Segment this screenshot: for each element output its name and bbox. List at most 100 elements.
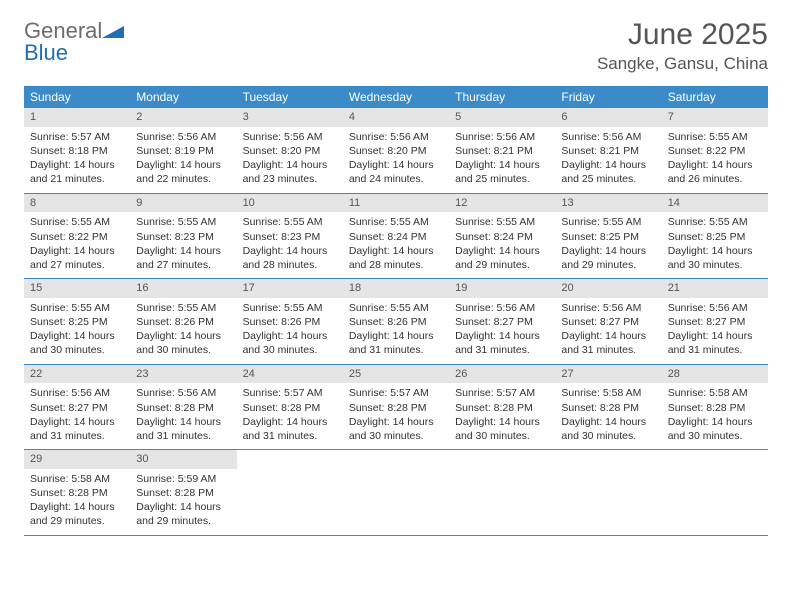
day-line: Sunrise: 5:57 AM <box>30 130 124 144</box>
day-line: Sunrise: 5:56 AM <box>349 130 443 144</box>
day-number: 13 <box>555 194 661 213</box>
day-body: Sunrise: 5:55 AMSunset: 8:23 PMDaylight:… <box>237 212 343 278</box>
day-number: 21 <box>662 279 768 298</box>
day-line: Daylight: 14 hours <box>668 158 762 172</box>
day-number: 20 <box>555 279 661 298</box>
day-number: 19 <box>449 279 555 298</box>
day-number: 22 <box>24 365 130 384</box>
calendar-day-cell: 22Sunrise: 5:56 AMSunset: 8:27 PMDayligh… <box>24 364 130 450</box>
logo-triangle-icon <box>102 20 124 42</box>
day-line: Sunrise: 5:55 AM <box>30 215 124 229</box>
day-header-saturday: Saturday <box>662 86 768 108</box>
day-body: Sunrise: 5:56 AMSunset: 8:19 PMDaylight:… <box>130 127 236 193</box>
day-body: Sunrise: 5:57 AMSunset: 8:28 PMDaylight:… <box>449 383 555 449</box>
day-line: and 24 minutes. <box>349 172 443 186</box>
day-line: and 27 minutes. <box>136 258 230 272</box>
day-body: Sunrise: 5:56 AMSunset: 8:27 PMDaylight:… <box>555 298 661 364</box>
calendar-day-cell: 30Sunrise: 5:59 AMSunset: 8:28 PMDayligh… <box>130 450 236 536</box>
title-block: June 2025 Sangke, Gansu, China <box>597 18 768 74</box>
calendar-day-cell: 29Sunrise: 5:58 AMSunset: 8:28 PMDayligh… <box>24 450 130 536</box>
day-number: 14 <box>662 194 768 213</box>
day-line: and 29 minutes. <box>455 258 549 272</box>
calendar-day-cell: 10Sunrise: 5:55 AMSunset: 8:23 PMDayligh… <box>237 193 343 279</box>
day-line: Daylight: 14 hours <box>349 244 443 258</box>
day-line: and 31 minutes. <box>455 343 549 357</box>
day-line: Sunrise: 5:56 AM <box>243 130 337 144</box>
logo-text: General Blue <box>24 20 124 64</box>
day-line: Sunrise: 5:56 AM <box>561 301 655 315</box>
calendar-day-cell: 27Sunrise: 5:58 AMSunset: 8:28 PMDayligh… <box>555 364 661 450</box>
day-number: 28 <box>662 365 768 384</box>
day-line: Sunset: 8:21 PM <box>455 144 549 158</box>
calendar-week-row: 29Sunrise: 5:58 AMSunset: 8:28 PMDayligh… <box>24 450 768 536</box>
location-subtitle: Sangke, Gansu, China <box>597 54 768 74</box>
day-number: 1 <box>24 108 130 127</box>
day-line: Sunrise: 5:56 AM <box>455 130 549 144</box>
day-body: Sunrise: 5:58 AMSunset: 8:28 PMDaylight:… <box>555 383 661 449</box>
calendar-day-cell: 18Sunrise: 5:55 AMSunset: 8:26 PMDayligh… <box>343 279 449 365</box>
logo-word2: Blue <box>24 40 68 65</box>
day-line: and 30 minutes. <box>136 343 230 357</box>
day-line: Sunset: 8:25 PM <box>668 230 762 244</box>
day-line: and 30 minutes. <box>455 429 549 443</box>
day-line: Daylight: 14 hours <box>349 415 443 429</box>
day-line: and 28 minutes. <box>243 258 337 272</box>
day-line: Daylight: 14 hours <box>136 244 230 258</box>
day-line: and 31 minutes. <box>30 429 124 443</box>
day-header-tuesday: Tuesday <box>237 86 343 108</box>
calendar-day-cell: 2Sunrise: 5:56 AMSunset: 8:19 PMDaylight… <box>130 108 236 193</box>
day-line: Sunrise: 5:56 AM <box>136 130 230 144</box>
day-line: Sunset: 8:22 PM <box>668 144 762 158</box>
day-number: 5 <box>449 108 555 127</box>
day-line: Sunset: 8:20 PM <box>349 144 443 158</box>
day-line: Sunset: 8:28 PM <box>30 486 124 500</box>
day-line: Daylight: 14 hours <box>243 329 337 343</box>
day-line: and 29 minutes. <box>136 514 230 528</box>
calendar-day-cell: 5Sunrise: 5:56 AMSunset: 8:21 PMDaylight… <box>449 108 555 193</box>
day-header-monday: Monday <box>130 86 236 108</box>
day-number: 7 <box>662 108 768 127</box>
day-line: and 29 minutes. <box>561 258 655 272</box>
day-line: Sunset: 8:25 PM <box>30 315 124 329</box>
day-number: 24 <box>237 365 343 384</box>
day-line: Daylight: 14 hours <box>243 415 337 429</box>
day-line: Sunset: 8:27 PM <box>668 315 762 329</box>
day-line: and 30 minutes. <box>668 258 762 272</box>
page-header: General Blue June 2025 Sangke, Gansu, Ch… <box>24 18 768 74</box>
calendar-day-cell: 4Sunrise: 5:56 AMSunset: 8:20 PMDaylight… <box>343 108 449 193</box>
day-line: Daylight: 14 hours <box>561 158 655 172</box>
day-line: Sunrise: 5:56 AM <box>668 301 762 315</box>
day-body: Sunrise: 5:55 AMSunset: 8:26 PMDaylight:… <box>237 298 343 364</box>
day-line: Sunset: 8:27 PM <box>30 401 124 415</box>
day-line: Daylight: 14 hours <box>561 415 655 429</box>
day-line: Sunset: 8:27 PM <box>561 315 655 329</box>
day-body: Sunrise: 5:56 AMSunset: 8:21 PMDaylight:… <box>449 127 555 193</box>
day-line: Sunrise: 5:57 AM <box>455 386 549 400</box>
day-line: Daylight: 14 hours <box>455 244 549 258</box>
calendar-day-cell: 19Sunrise: 5:56 AMSunset: 8:27 PMDayligh… <box>449 279 555 365</box>
calendar-week-row: 1Sunrise: 5:57 AMSunset: 8:18 PMDaylight… <box>24 108 768 193</box>
day-body: Sunrise: 5:56 AMSunset: 8:20 PMDaylight:… <box>237 127 343 193</box>
day-body: Sunrise: 5:55 AMSunset: 8:22 PMDaylight:… <box>662 127 768 193</box>
day-line: and 28 minutes. <box>349 258 443 272</box>
calendar-day-cell: 28Sunrise: 5:58 AMSunset: 8:28 PMDayligh… <box>662 364 768 450</box>
day-number: 26 <box>449 365 555 384</box>
day-line: Sunset: 8:19 PM <box>136 144 230 158</box>
day-body: Sunrise: 5:57 AMSunset: 8:28 PMDaylight:… <box>343 383 449 449</box>
day-number: 29 <box>24 450 130 469</box>
day-line: Sunrise: 5:56 AM <box>561 130 655 144</box>
day-number: 15 <box>24 279 130 298</box>
day-line: Daylight: 14 hours <box>136 500 230 514</box>
day-line: and 30 minutes. <box>349 429 443 443</box>
day-number: 8 <box>24 194 130 213</box>
day-body: Sunrise: 5:57 AMSunset: 8:18 PMDaylight:… <box>24 127 130 193</box>
day-line: Daylight: 14 hours <box>455 415 549 429</box>
day-line: Sunset: 8:23 PM <box>243 230 337 244</box>
day-line: Sunrise: 5:55 AM <box>243 301 337 315</box>
day-line: Daylight: 14 hours <box>668 244 762 258</box>
calendar-day-cell <box>343 450 449 536</box>
calendar-body: 1Sunrise: 5:57 AMSunset: 8:18 PMDaylight… <box>24 108 768 535</box>
day-line: Sunrise: 5:59 AM <box>136 472 230 486</box>
day-header-friday: Friday <box>555 86 661 108</box>
day-line: Daylight: 14 hours <box>349 158 443 172</box>
